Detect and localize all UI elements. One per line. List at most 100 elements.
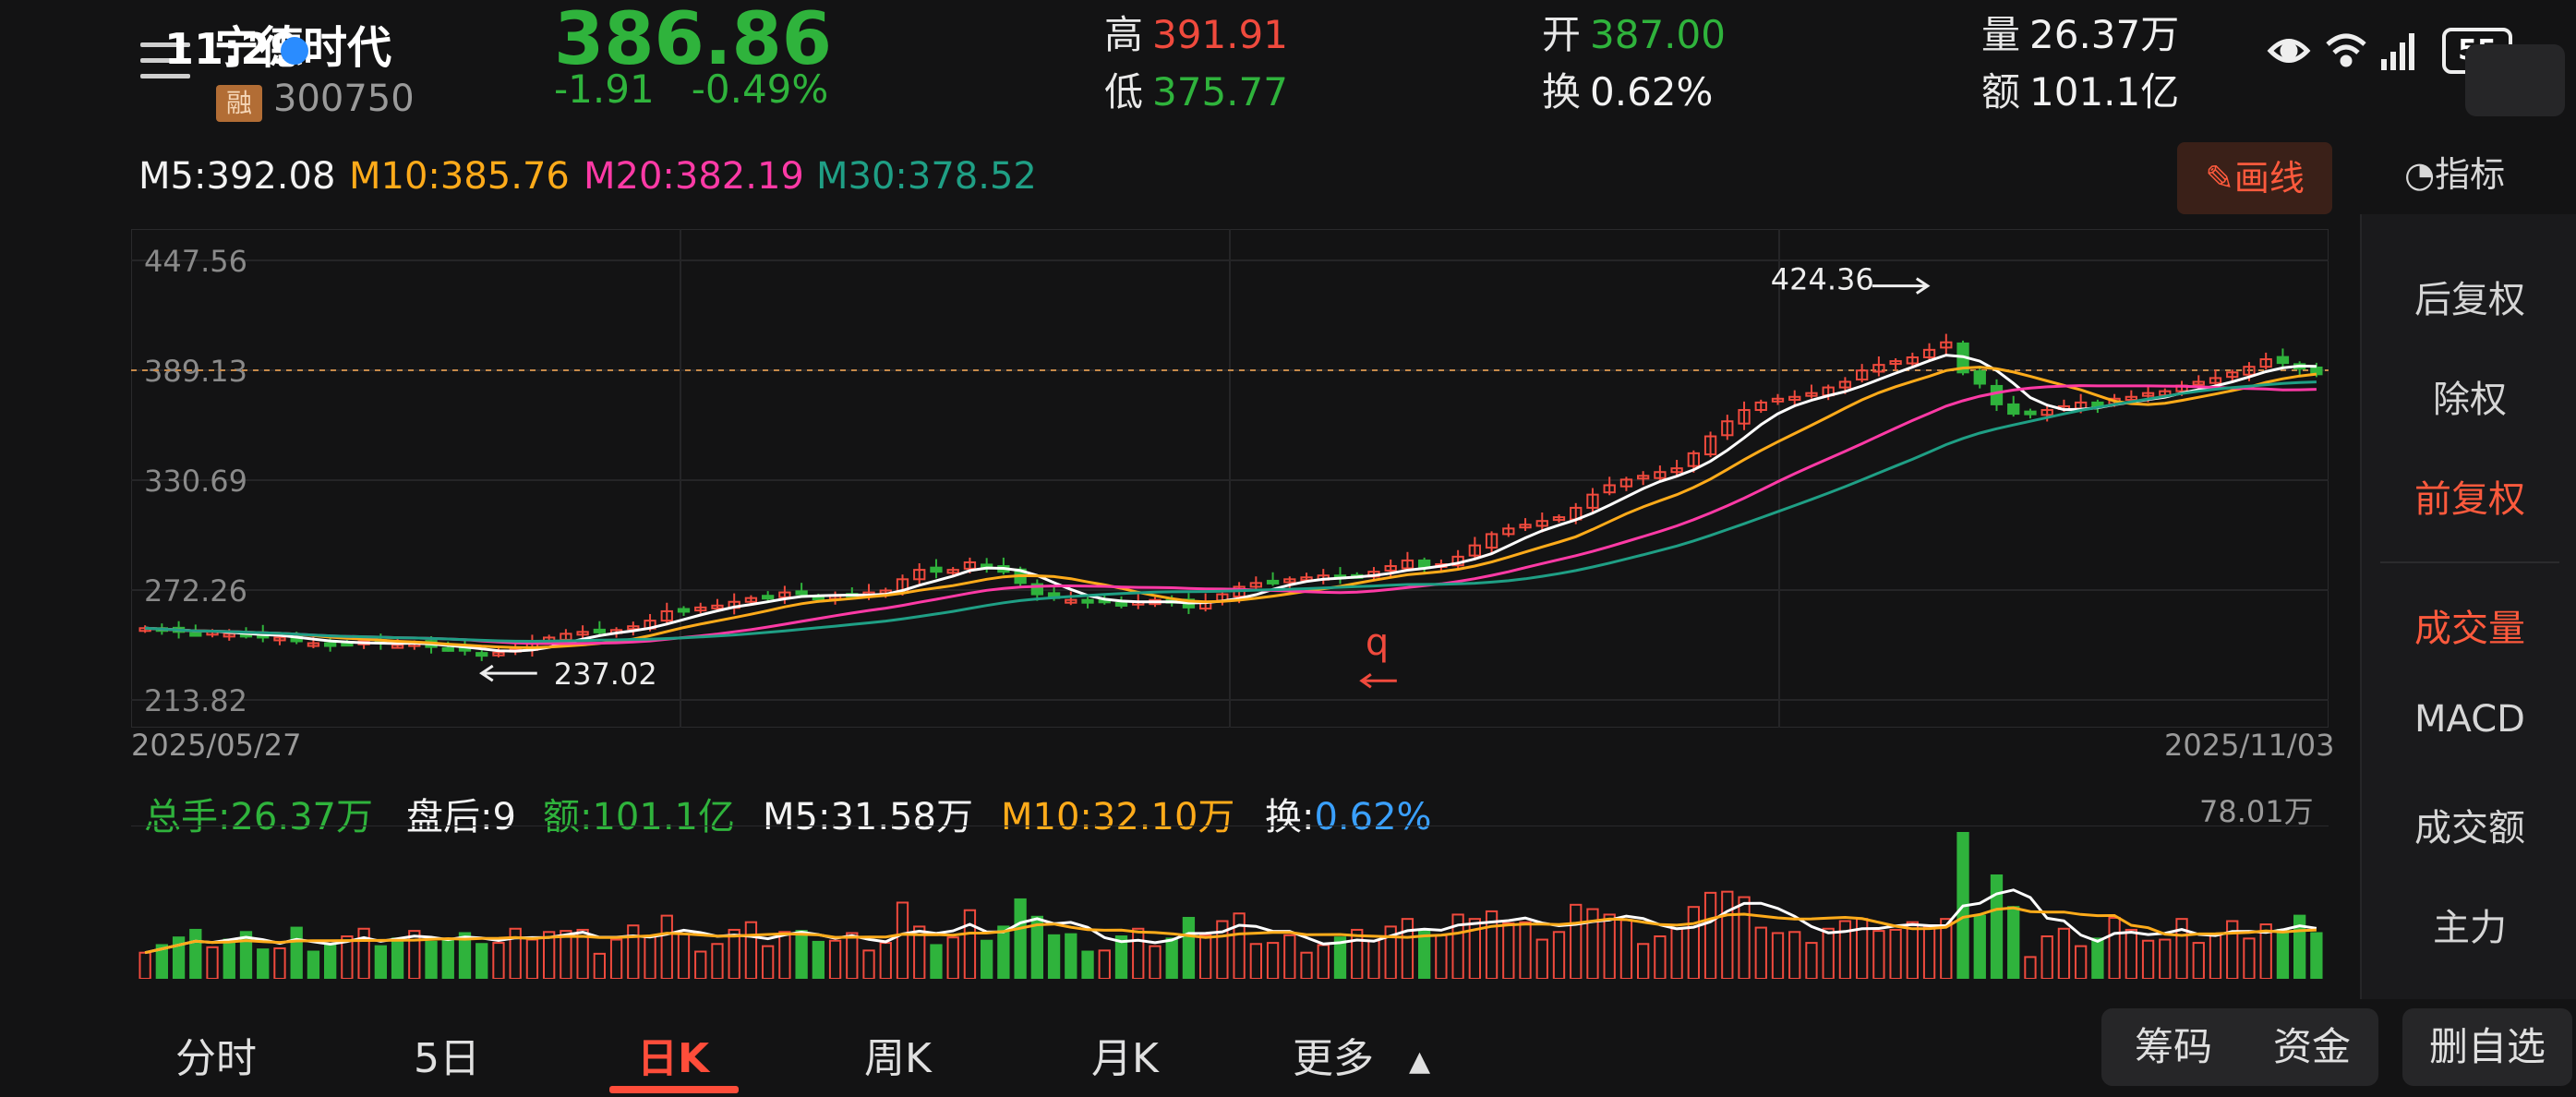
stat-low: 低 375.77 <box>1104 69 1288 115</box>
indicator-amount[interactable]: 成交额 <box>2414 807 2525 850</box>
volume-bar <box>2024 956 2037 979</box>
volume-bar <box>1014 898 1027 979</box>
last-price: 386.86 <box>554 0 832 81</box>
candle-body <box>913 569 926 581</box>
stat-turnover: 换 0.62% <box>1542 69 1714 115</box>
tab-weekly[interactable]: 周K <box>864 1035 932 1082</box>
volume-bar <box>846 932 859 979</box>
candle-body <box>2226 371 2239 379</box>
volume-chart[interactable] <box>131 826 2329 979</box>
volume-bar <box>1721 890 1734 979</box>
volume-bar <box>946 936 959 979</box>
candle-body <box>762 595 775 600</box>
tab-monthly[interactable]: 月K <box>1091 1035 1159 1082</box>
eye-icon <box>2267 39 2311 63</box>
candlestick-chart[interactable]: 447.56 389.13 330.69 272.26 213.82 424.36 237.… <box>131 229 2329 728</box>
funds-button[interactable]: 资金 <box>2273 1024 2352 1069</box>
volume-amount: 额:101.1亿 <box>543 796 735 838</box>
pencil-icon: ✎ <box>2205 158 2234 199</box>
candle-body <box>963 561 977 570</box>
candle-body <box>1266 579 1280 585</box>
volume-bar <box>963 909 977 979</box>
candle-body <box>1788 395 1801 402</box>
event-arrow-icon <box>1359 673 1397 689</box>
volume-bar <box>576 928 589 979</box>
volume-bar <box>879 942 892 979</box>
tab-more[interactable]: 更多 ▲ <box>1293 1025 1430 1084</box>
right-panel: 后复权 除权 前复权 成交量 MACD 成交额 主力 <box>2360 214 2576 999</box>
volume-bar <box>981 939 993 979</box>
y-tick-label: 330.69 <box>144 464 247 499</box>
tab-5day[interactable]: 5日 <box>414 1035 480 1082</box>
volume-bar <box>1199 934 1212 979</box>
candle-body <box>1502 527 1515 536</box>
volume-ma5: M5:31.58万 <box>763 796 973 838</box>
remove-watchlist-button[interactable]: 删自选 <box>2402 1008 2572 1086</box>
volume-bar <box>1098 949 1111 979</box>
volume-bar <box>1182 916 1196 979</box>
candle-body <box>1906 356 1919 365</box>
volume-bar <box>728 928 740 979</box>
rights-after[interactable]: 后复权 <box>2414 279 2525 321</box>
candle-body <box>1721 420 1734 437</box>
candle-body <box>1619 478 1633 488</box>
expand-button[interactable] <box>2465 44 2565 116</box>
volume-bar <box>2125 928 2137 979</box>
volume-bar <box>2075 945 2088 979</box>
chips-funds-group: 筹码 资金 <box>2101 1008 2378 1086</box>
tab-intraday[interactable]: 分时 <box>175 1035 257 1082</box>
volume-bar <box>1266 942 1280 979</box>
volume-bar <box>677 933 691 979</box>
candle-body <box>1603 484 1616 494</box>
indicator-volume[interactable]: 成交量 <box>2414 608 2525 650</box>
volume-bar <box>862 949 875 979</box>
date-start: 2025/05/27 <box>131 728 302 763</box>
draw-line-button[interactable]: ✎画线 <box>2177 142 2332 214</box>
volume-bar <box>1552 931 1566 979</box>
volume-bar <box>441 939 454 979</box>
max-arrow-icon <box>1872 277 1931 295</box>
candle-body <box>795 590 808 596</box>
candle-body <box>1384 565 1397 572</box>
chips-button[interactable]: 筹码 <box>2135 1024 2213 1069</box>
volume-bar <box>1502 922 1515 979</box>
indicator-button[interactable]: ◔指标 <box>2404 146 2505 197</box>
candle-body <box>627 625 640 631</box>
volume-bar <box>1738 896 1751 979</box>
after-hours: 盘后:9 <box>406 796 516 838</box>
volume-bar <box>913 925 926 979</box>
candle-body <box>2024 410 2037 416</box>
menu-icon[interactable] <box>140 42 190 90</box>
volume-bar <box>1485 910 1499 979</box>
volume-bar <box>2243 937 2256 979</box>
candle-body <box>441 646 454 652</box>
volume-bar <box>543 931 556 979</box>
volume-bar <box>492 942 505 979</box>
indicator-macd[interactable]: MACD <box>2414 698 2525 741</box>
margin-badge: 融 <box>216 85 262 122</box>
volume-bar <box>357 927 370 979</box>
y-tick-label: 389.13 <box>144 354 247 389</box>
candle-body <box>1535 520 1548 527</box>
volume-bar <box>1654 935 1667 979</box>
stock-code: 300750 <box>273 78 415 120</box>
ex-rights[interactable]: 除权 <box>2433 379 2507 421</box>
tab-daily[interactable]: 日K <box>637 1035 710 1082</box>
volume-bar <box>1687 906 1700 979</box>
candle-body <box>1552 516 1566 522</box>
volume-bar <box>2209 934 2222 979</box>
volume-bar <box>1317 944 1330 979</box>
volume-bar <box>644 935 656 979</box>
volume-max: 78.01万 <box>2199 794 2314 829</box>
volume-bar <box>660 914 673 979</box>
volume-bar <box>795 930 808 979</box>
candle-body <box>2141 392 2155 397</box>
volume-bar <box>1065 933 1077 979</box>
volume-bar <box>391 937 404 979</box>
volume-bar <box>223 938 235 979</box>
volume-bar <box>1906 921 1919 979</box>
volume-ma10-line <box>144 906 2317 955</box>
volume-bar <box>2310 932 2323 979</box>
rights-before[interactable]: 前复权 <box>2414 478 2525 521</box>
indicator-main-force[interactable]: 主力 <box>2433 907 2507 949</box>
